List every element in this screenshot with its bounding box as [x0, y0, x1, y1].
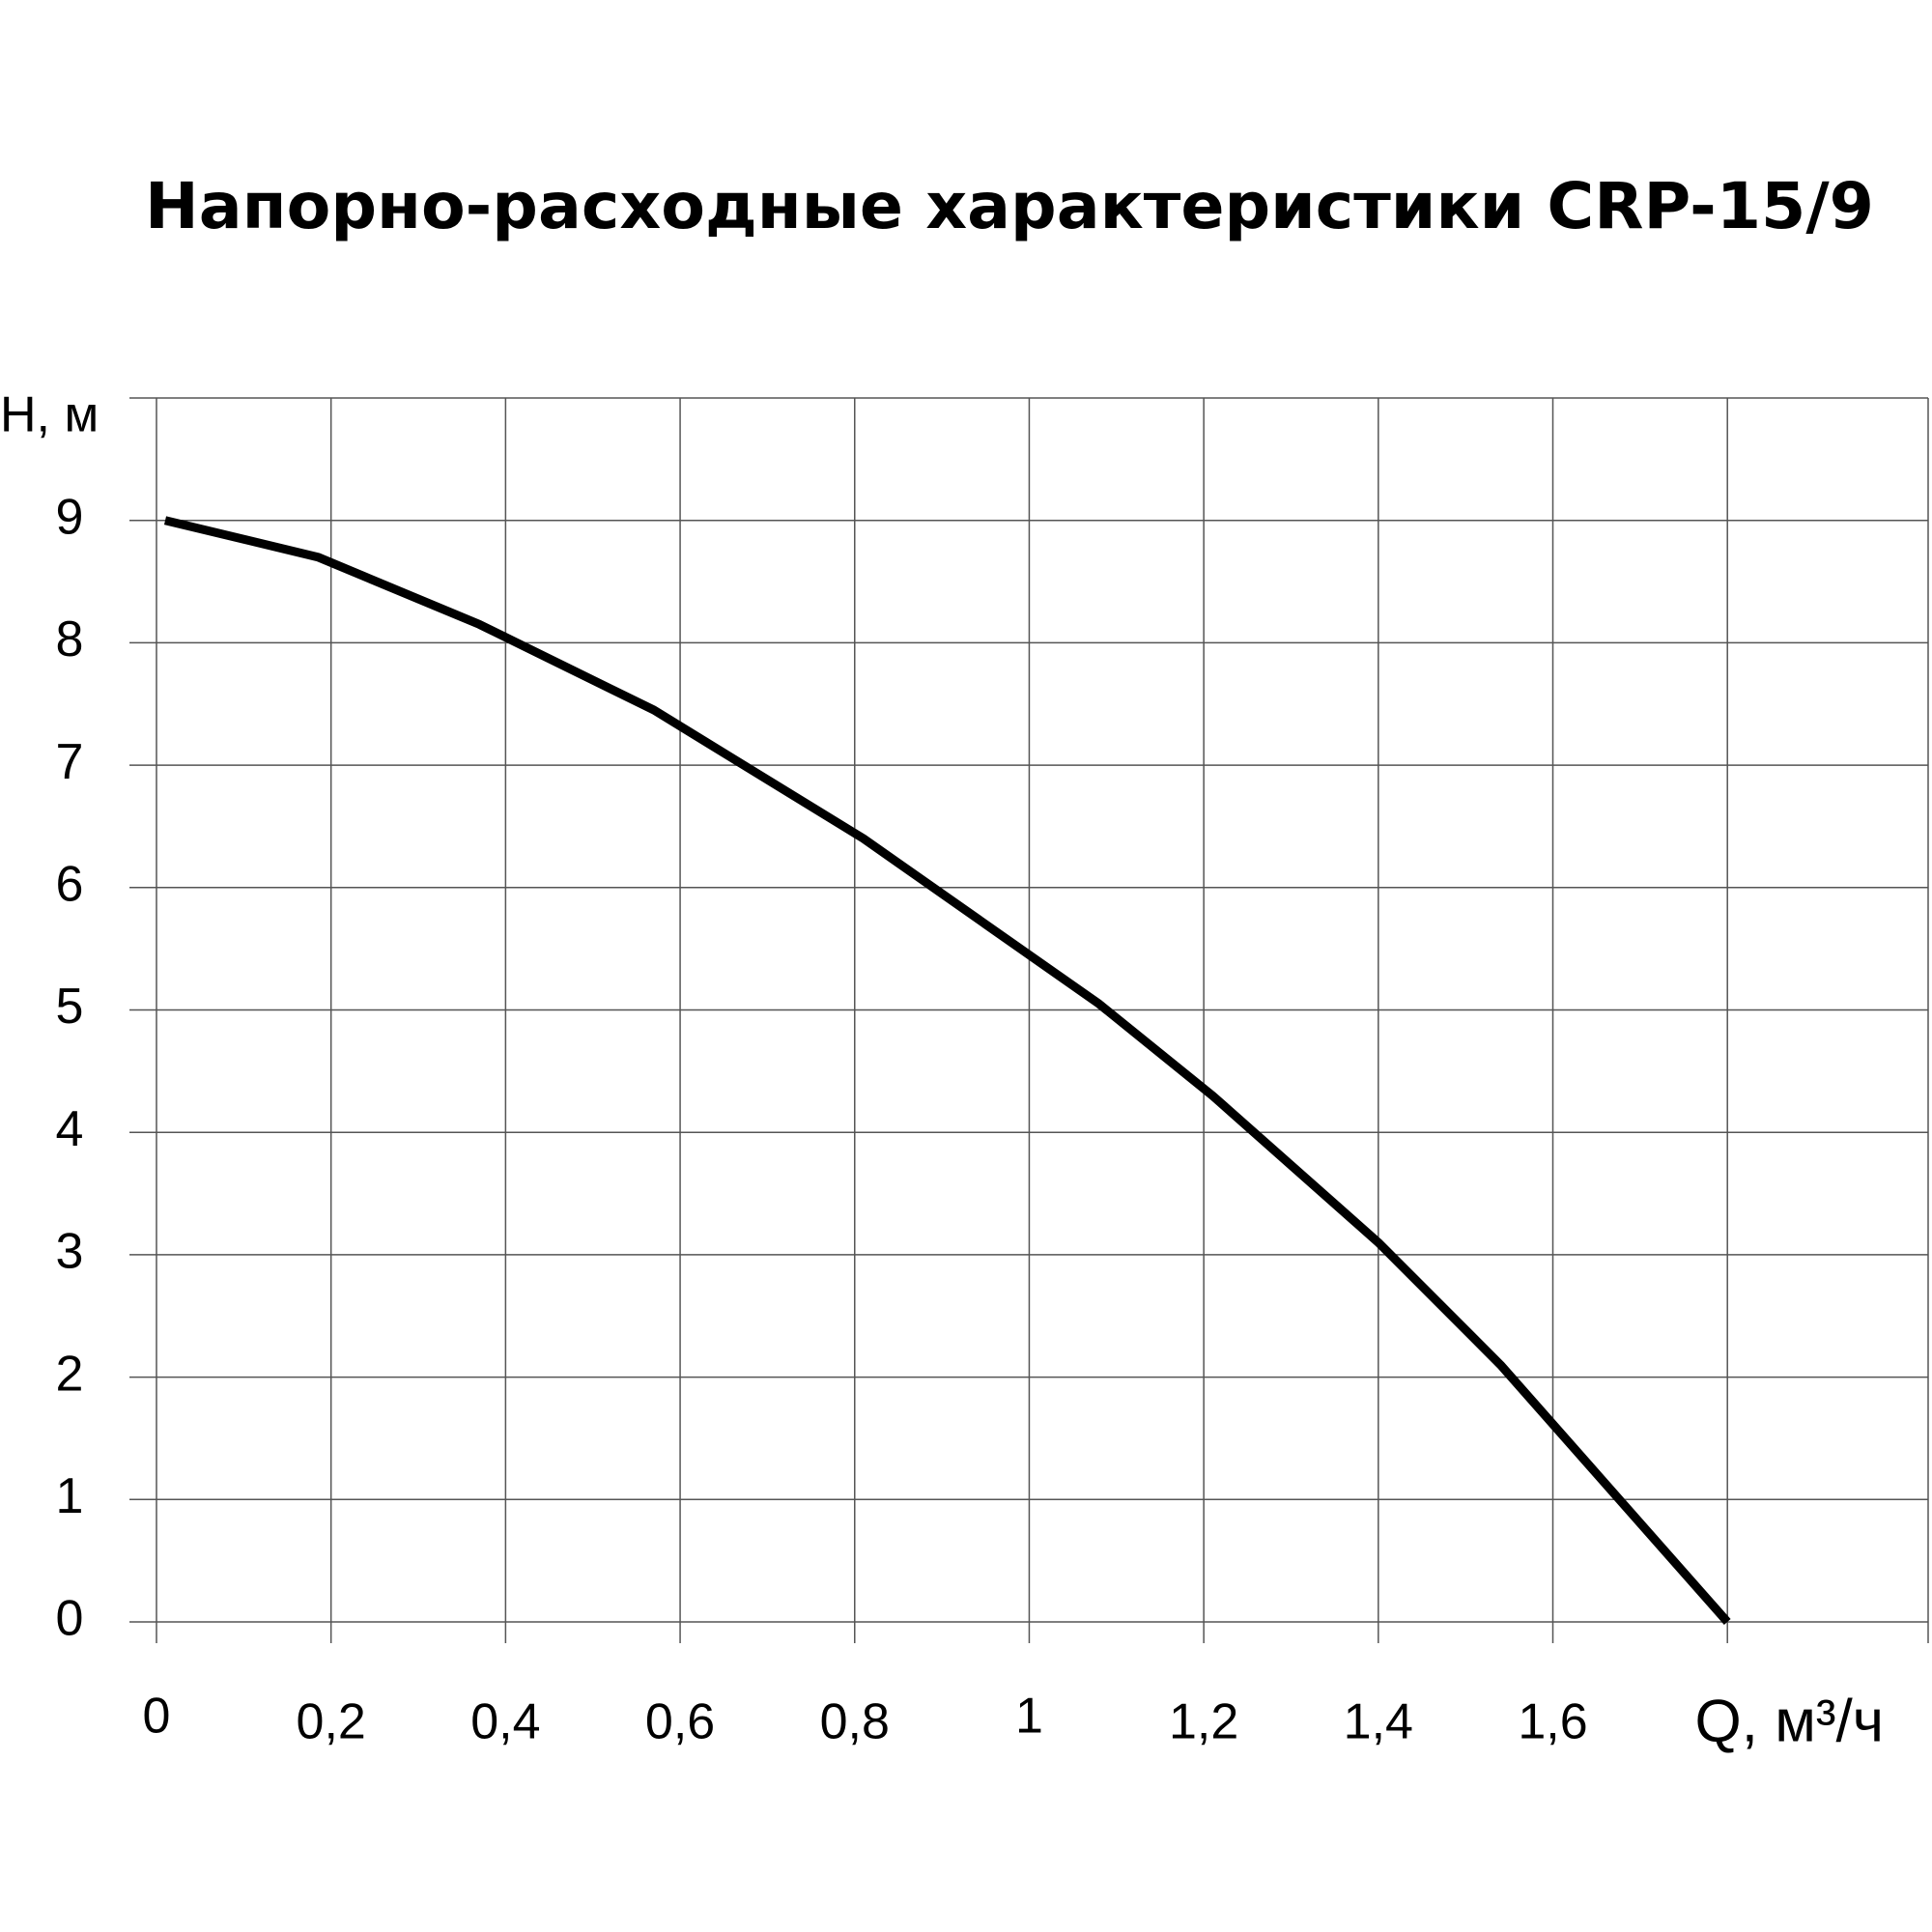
x-tick-label: 1,6 — [1518, 1694, 1587, 1750]
y-tick-label: 4 — [56, 1101, 84, 1157]
x-tick-label: 0,6 — [645, 1694, 715, 1750]
y-tick-label: 0 — [56, 1591, 84, 1647]
curve — [163, 516, 1731, 1625]
y-tick-label: 9 — [56, 489, 84, 545]
chart-title: Напорно-расходные характеристики CRP-15/… — [145, 169, 1874, 243]
x-tick-label: 1,4 — [1344, 1694, 1413, 1750]
y-tick-label: 5 — [56, 979, 84, 1035]
y-tick-label: 2 — [56, 1346, 84, 1402]
y-tick-label: 1 — [56, 1468, 84, 1524]
y-tick-label: 6 — [56, 857, 84, 913]
y-tick-label: 7 — [56, 734, 84, 790]
x-tick-label: 0,2 — [297, 1694, 366, 1750]
y-tick-label: 3 — [56, 1224, 84, 1280]
x-tick-label: 1 — [1015, 1689, 1043, 1745]
x-tick-label: 0 — [143, 1689, 171, 1745]
x-tick-label: 0,8 — [820, 1694, 890, 1750]
y-tick-label: 8 — [56, 611, 84, 668]
x-axis-label: Q, м³/ч — [1695, 1688, 1884, 1754]
x-tick-label: 1,2 — [1169, 1694, 1238, 1750]
x-tick-label: 0,4 — [470, 1694, 540, 1750]
y-axis-label: H, м — [0, 387, 99, 443]
